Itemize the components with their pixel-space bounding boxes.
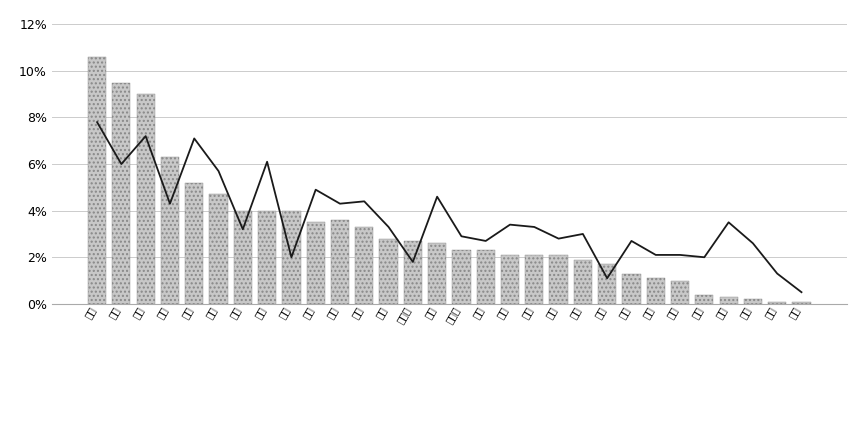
Bar (403, 241, 422, 304)
Bar (112, 83, 130, 304)
Bar (792, 301, 810, 304)
Bar (185, 183, 203, 304)
Bar (331, 220, 349, 304)
Bar (379, 238, 397, 304)
Bar (307, 222, 325, 304)
Bar (646, 278, 665, 304)
Bar (137, 94, 155, 304)
Bar (622, 273, 640, 304)
Bar (258, 211, 276, 304)
Bar (88, 57, 106, 304)
Bar (428, 243, 446, 304)
Bar (574, 260, 592, 304)
Bar (744, 299, 762, 304)
Bar (696, 295, 714, 304)
Bar (233, 211, 252, 304)
Bar (598, 264, 616, 304)
Bar (768, 301, 786, 304)
Bar (525, 255, 543, 304)
Bar (209, 195, 227, 304)
Bar (550, 255, 568, 304)
Bar (671, 281, 689, 304)
Bar (501, 255, 519, 304)
Bar (161, 157, 179, 304)
Bar (720, 297, 738, 304)
Bar (453, 250, 471, 304)
Bar (477, 250, 495, 304)
Bar (283, 211, 301, 304)
Bar (355, 227, 373, 304)
